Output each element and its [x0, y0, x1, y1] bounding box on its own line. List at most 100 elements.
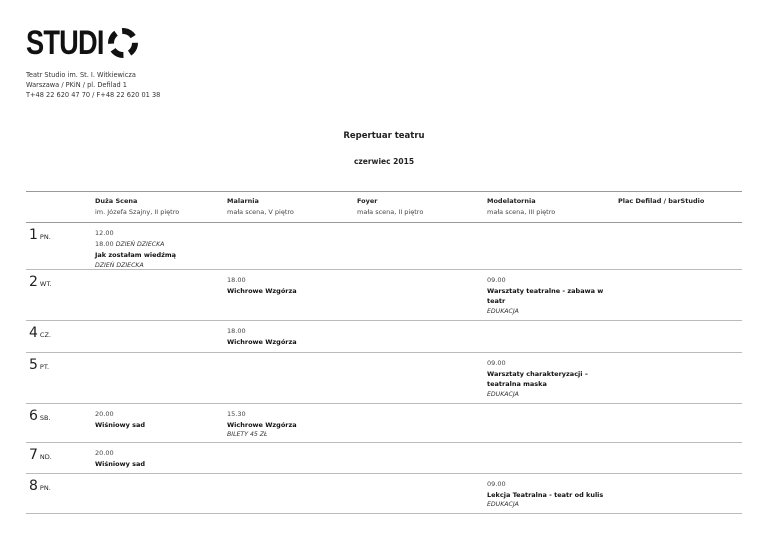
- event-title-link-text: Wiśniowy sad: [95, 459, 146, 468]
- event-cell: 12.00 18.00 DZIEŃ DZIECKA Jak zostałam wie…: [95, 228, 213, 271]
- event-cell: 20.00 Wiśniowy sad: [95, 448, 213, 469]
- event-time: 20.00: [95, 448, 213, 459]
- event-tag: DZIEŃ DZIECKA: [95, 261, 213, 272]
- event-title-link[interactable]: Wichrowe Wzgórza: [227, 337, 345, 348]
- event-time-text: 12.00: [95, 229, 114, 237]
- event-cell: 09.00 Warsztaty teatralne - zabawa w teat…: [487, 275, 605, 317]
- event-title-link[interactable]: Wiśniowy sad: [95, 459, 213, 470]
- event-time-text: 09.00: [487, 359, 506, 367]
- logo-ring-icon: [108, 28, 138, 58]
- event-time-text: 09.00: [487, 480, 506, 488]
- event-tag: EDUKACJA: [487, 500, 605, 511]
- event-title-link-text: Wiśniowy sad: [95, 420, 146, 429]
- venue-subtitle: mała scena, III piętro: [487, 207, 556, 216]
- repertoire-table: Duża Scena im. Józefa Szajny, II piętro Ma…: [26, 191, 742, 514]
- event-time: 18.00: [227, 326, 345, 337]
- venue-name: Malarnia: [227, 197, 259, 205]
- page-title: Repertuar teatru: [343, 131, 425, 141]
- address-line: T+48 22 620 47 70 / F+48 22 620 01 38: [26, 91, 161, 99]
- day-of-week: ND.: [39, 453, 52, 461]
- event-cell: 09.00 Warsztaty charakteryzacji – teatral…: [487, 358, 605, 400]
- event-time-text: 09.00: [487, 276, 506, 284]
- event-time: 18.00 DZIEŃ DZIECKA: [95, 239, 213, 251]
- venue-name: Plac Defilad / barStudio: [618, 197, 705, 205]
- event-time: 15.30: [227, 409, 345, 420]
- table-row: 2 WT. 18.00 Wichrowe Wzgórza 09.00 Warsztaty …: [26, 270, 742, 321]
- venue-name: Duża Scena: [95, 197, 138, 205]
- month-title: czerwiec 2015: [353, 157, 415, 166]
- event-time: 09.00: [487, 358, 605, 369]
- studio-logo[interactable]: STUDI: [26, 26, 138, 60]
- event-time: 18.00: [227, 275, 345, 286]
- address-line: Teatr Studio im. St. I. Witkiewicza: [26, 71, 136, 79]
- day-of-week: PN.: [39, 233, 51, 241]
- venue-header: Malarnia mała scena, V piętro: [227, 196, 294, 217]
- event-title-link[interactable]: Lekcja Teatralna - teatr od kulis: [487, 490, 605, 501]
- table-row: 5 PT. 09.00 Warsztaty charakteryzacji – tea…: [26, 353, 742, 404]
- event-title-link[interactable]: Warsztaty charakteryzacji – teatralna ma…: [487, 369, 605, 390]
- table-row: 7 ND. 20.00 Wiśniowy sad: [26, 443, 742, 474]
- event-time: 20.00: [95, 409, 213, 420]
- event-time: 09.00: [487, 479, 605, 490]
- event-time-text: 20.00: [95, 410, 114, 418]
- event-time-text: 18.00: [227, 327, 246, 335]
- event-tag-text: EDUKACJA: [487, 307, 519, 315]
- day-label: 1 PN.: [29, 227, 51, 243]
- venue-subtitle: mała scena, II piętro: [357, 207, 424, 216]
- table-header: Duża Scena im. Józefa Szajny, II piętro Ma…: [26, 191, 742, 223]
- event-title-link-text: Wichrowe Wzgórza: [227, 337, 297, 346]
- event-time-text: 20.00: [95, 449, 114, 457]
- day-number: 7: [29, 447, 38, 463]
- venue-name: Modelatornia: [487, 197, 536, 205]
- event-title-link-text: Jak zostałam wiedźmą: [95, 251, 177, 259]
- venue-subtitle: mała scena, V piętro: [227, 207, 294, 216]
- event-title-link-text: Lekcja Teatralna - teatr od kulis: [487, 490, 604, 499]
- day-of-week: WT.: [39, 280, 52, 288]
- event-title-link[interactable]: Jak zostałam wiedźmą: [95, 250, 213, 261]
- event-tag-text: DZIEŃ DZIECKA: [95, 261, 144, 269]
- day-number: 4: [29, 325, 38, 341]
- event-tag-text: BILETY 45 ZŁ: [227, 431, 268, 438]
- table-row: 1 PN. 12.00 18.00 DZIEŃ DZIECKA Jak zostałam…: [26, 223, 742, 270]
- day-label: 2 WT.: [29, 274, 52, 290]
- day-of-week: PN.: [39, 484, 51, 492]
- event-tag: EDUKACJA: [487, 307, 605, 318]
- address: Teatr Studio im. St. I. Witkiewicza Wars…: [26, 70, 160, 100]
- event-title-link-text: Warsztaty teatralne - zabawa w teatr: [487, 286, 604, 306]
- address-line: Warszawa / PKiN / pl. Defilad 1: [26, 81, 127, 89]
- venue-header: Plac Defilad / barStudio: [618, 196, 704, 207]
- venue-header: Duża Scena im. Józefa Szajny, II piętro: [95, 196, 179, 217]
- event-title-link[interactable]: Wichrowe Wzgórza: [227, 286, 345, 297]
- event-tag: BILETY 45 ZŁ: [227, 430, 345, 441]
- day-of-week: PT.: [39, 363, 50, 371]
- day-label: 8 PN.: [29, 478, 51, 494]
- event-time-text: 15.30: [227, 410, 246, 418]
- day-label: 7 ND.: [29, 447, 52, 463]
- day-of-week: SB.: [39, 414, 51, 422]
- event-title-link[interactable]: Warsztaty teatralne - zabawa w teatr: [487, 286, 605, 307]
- venue-subtitle: im. Józefa Szajny, II piętro: [95, 207, 180, 216]
- event-title-link[interactable]: Wiśniowy sad: [95, 420, 213, 431]
- event-cell: 18.00 Wichrowe Wzgórza: [227, 275, 345, 296]
- day-label: 6 SB.: [29, 408, 51, 424]
- table-row: 6 SB. 20.00 Wiśniowy sad 15.30 Wichrowe Wzgór…: [26, 404, 742, 443]
- venue-header: Modelatornia mała scena, III piętro: [487, 196, 555, 217]
- event-time-text: 18.00: [95, 239, 114, 248]
- event-tag-text: EDUKACJA: [487, 501, 519, 508]
- event-time: 12.00: [95, 228, 213, 239]
- event-cell: 09.00 Lekcja Teatralna - teatr od kulis ED…: [487, 479, 605, 511]
- event-cell: 15.30 Wichrowe Wzgórza BILETY 45 ZŁ: [227, 409, 345, 441]
- day-label: 5 PT.: [29, 357, 49, 373]
- event-tag: EDUKACJA: [487, 390, 605, 401]
- event-tag-text: EDUKACJA: [487, 390, 519, 398]
- venue-header: Foyer mała scena, II piętro: [357, 196, 423, 217]
- event-tag: DZIEŃ DZIECKA: [115, 240, 165, 248]
- day-number: 5: [29, 357, 38, 373]
- event-title-link[interactable]: Wichrowe Wzgórza: [227, 420, 345, 431]
- event-cell: 20.00 Wiśniowy sad: [95, 409, 213, 430]
- event-time: 09.00: [487, 275, 605, 286]
- event-cell: 18.00 Wichrowe Wzgórza: [227, 326, 345, 347]
- venue-name: Foyer: [357, 197, 378, 205]
- table-row: 8 PN. 09.00 Lekcja Teatralna - teatr od kul…: [26, 474, 742, 514]
- day-number: 2: [29, 274, 38, 290]
